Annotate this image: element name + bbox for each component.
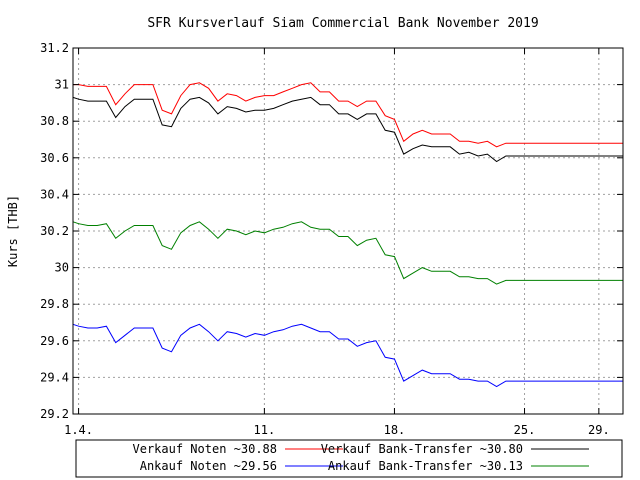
legend-label: Ankauf Noten ~29.56	[140, 459, 277, 473]
y-tick-label: 29.6	[40, 334, 69, 348]
chart-title: SFR Kursverlauf Siam Commercial Bank Nov…	[147, 16, 538, 31]
y-tick-label: 29.8	[40, 297, 69, 311]
x-ticks: 1.4. 11. 18. 25. 29.	[64, 48, 610, 437]
series-line-2	[72, 96, 623, 163]
x-tick-label: 25.	[514, 423, 536, 437]
series-line-1	[73, 82, 623, 148]
y-tick-label: 30.6	[40, 151, 69, 165]
y-tick-label: 30.4	[40, 187, 69, 201]
y-tick-label: 29.2	[40, 407, 69, 421]
legend-label: Verkauf Noten ~30.88	[133, 442, 278, 456]
x-tick-label: 1.4.	[64, 423, 93, 437]
y-ticks: 29.2 29.4 29.6 29.8 30 30.2 30.4 30.6 30.8 31 31.2	[40, 41, 623, 421]
x-tick-label: 11.	[254, 423, 276, 437]
y-tick-label: 31.2	[40, 41, 69, 55]
legend-box	[75, 439, 623, 478]
series-line-3	[72, 323, 623, 388]
y-tick-label: 31	[55, 78, 69, 92]
y-tick-label: 30.8	[40, 114, 69, 128]
grid	[73, 48, 623, 414]
series-lines	[72, 82, 623, 388]
legend-label: Verkauf Bank-Transfer ~30.80	[321, 442, 523, 456]
x-tick-label: 18.	[384, 423, 406, 437]
x-tick-label: 29.	[588, 423, 610, 437]
y-tick-label: 30.2	[40, 224, 69, 238]
series-line-4	[72, 221, 623, 285]
y-tick-label: 29.4	[40, 370, 69, 384]
y-axis-label: Kurs [THB]	[6, 195, 20, 267]
legend: Verkauf Noten ~30.88 Verkauf Bank-Transfe…	[75, 439, 623, 478]
y-tick-label: 30	[55, 261, 69, 275]
legend-label: Ankauf Bank-Transfer ~30.13	[328, 459, 523, 473]
